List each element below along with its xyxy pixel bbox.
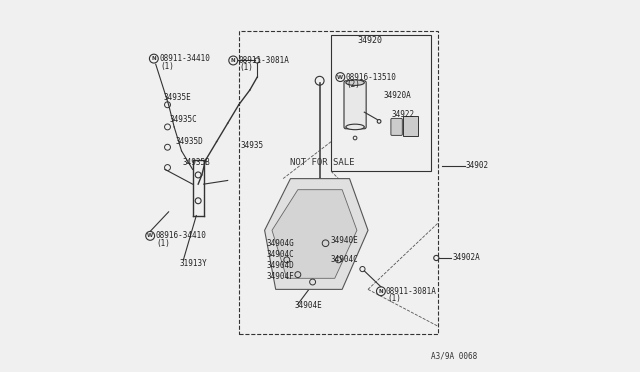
Text: 08911-3081A: 08911-3081A (386, 287, 436, 296)
Text: N: N (379, 289, 383, 294)
Text: 34904D: 34904D (266, 261, 294, 270)
Text: 34904G: 34904G (266, 239, 294, 248)
Text: NOT FOR SALE: NOT FOR SALE (291, 157, 355, 167)
Text: N: N (152, 56, 156, 61)
Text: 08911-34410: 08911-34410 (159, 54, 211, 63)
FancyBboxPatch shape (391, 118, 403, 135)
Bar (403, 116, 418, 136)
Text: N: N (231, 58, 236, 63)
Text: (1): (1) (161, 61, 174, 71)
Text: W: W (147, 233, 153, 238)
Text: 34920: 34920 (357, 36, 382, 45)
Text: (2): (2) (347, 80, 360, 89)
Text: 31913Y: 31913Y (180, 259, 207, 268)
Text: A3/9A 0068: A3/9A 0068 (431, 351, 477, 360)
Text: 34940E: 34940E (330, 236, 358, 245)
Text: 34902A: 34902A (453, 253, 481, 263)
Text: 34935E: 34935E (163, 93, 191, 102)
Bar (239, 31, 438, 334)
Bar (331, 35, 431, 171)
Text: 34904F: 34904F (266, 272, 294, 281)
Ellipse shape (346, 124, 364, 130)
Text: 08916-34410: 08916-34410 (156, 231, 207, 240)
FancyBboxPatch shape (344, 81, 366, 129)
Text: 34935D: 34935D (175, 137, 203, 146)
Text: 34922: 34922 (392, 109, 415, 119)
Text: 34902: 34902 (466, 161, 489, 170)
Text: 34935C: 34935C (170, 115, 198, 124)
Text: (1): (1) (387, 294, 401, 303)
Text: (1): (1) (239, 63, 253, 72)
Ellipse shape (346, 80, 364, 86)
Text: 34935: 34935 (241, 141, 264, 150)
Text: 34935B: 34935B (182, 157, 211, 167)
Text: (1): (1) (157, 239, 171, 248)
Text: 34904C: 34904C (266, 250, 294, 259)
Text: 08916-13510: 08916-13510 (345, 73, 396, 81)
Text: 08911-3081A: 08911-3081A (238, 56, 289, 65)
Text: 34920A: 34920A (383, 91, 412, 100)
Text: 34904C: 34904C (330, 255, 358, 264)
Text: 34904E: 34904E (294, 301, 322, 311)
Text: W: W (337, 74, 344, 80)
Polygon shape (264, 179, 368, 289)
Polygon shape (272, 190, 357, 278)
